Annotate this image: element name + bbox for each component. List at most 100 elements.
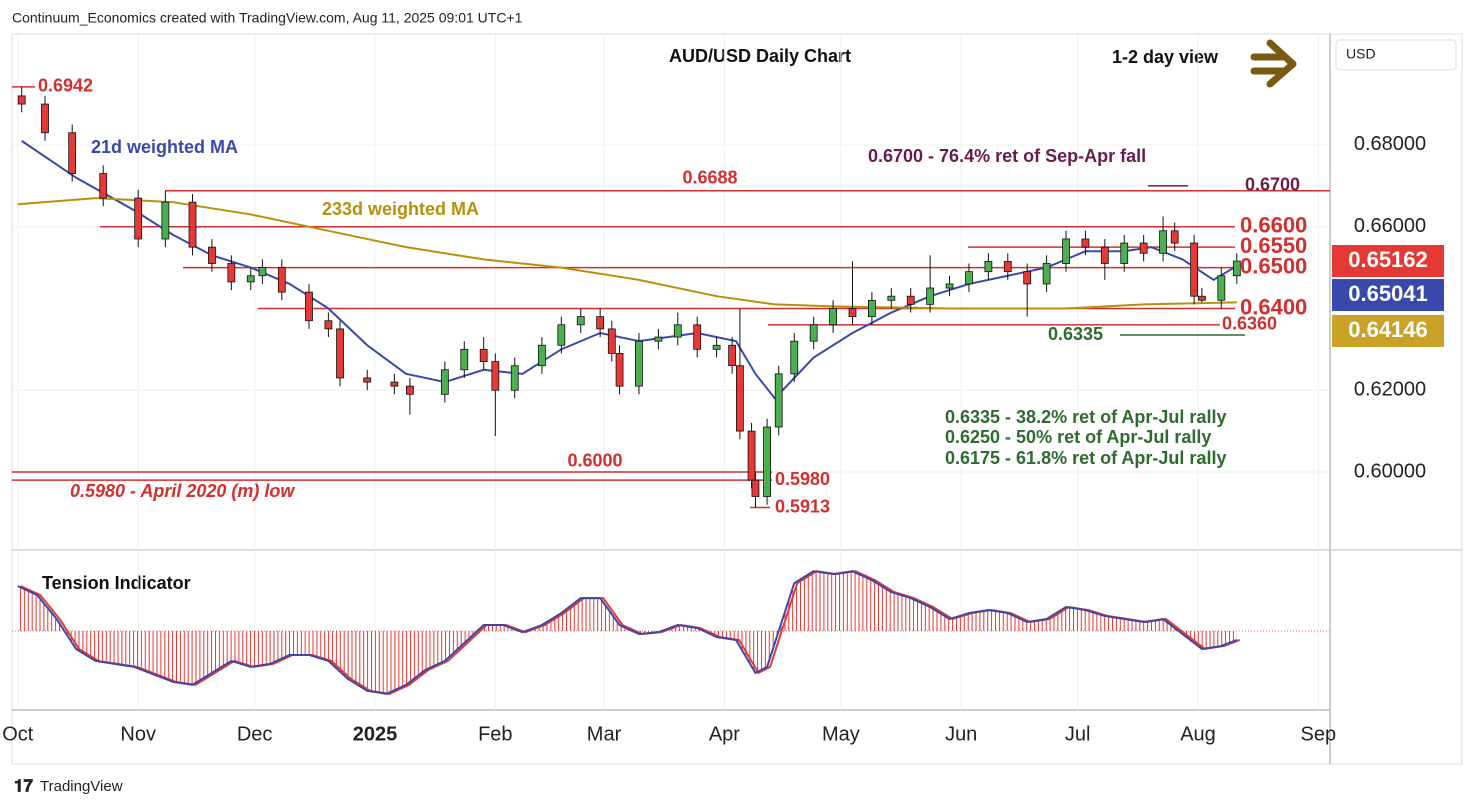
frame: [11, 33, 1463, 765]
level-label: 0.6000: [567, 451, 622, 471]
x-tick-label: Aug: [1180, 723, 1216, 745]
candle-body: [246, 275, 255, 283]
price-label-box: [1332, 245, 1444, 277]
candle-body: [887, 295, 896, 301]
candle-body: [324, 320, 333, 330]
series-label: 21d weighted MA: [91, 137, 238, 157]
x-tick-label: Feb: [478, 723, 512, 745]
candle-body: [460, 348, 469, 371]
candle-body: [790, 340, 799, 375]
x-tick-label: Nov: [120, 723, 156, 745]
candle-body: [390, 381, 399, 387]
candle-body: [188, 201, 197, 248]
candle-body: [161, 201, 170, 240]
candle-body: [1170, 230, 1179, 244]
candle-body: [829, 308, 837, 326]
candle-body: [208, 246, 216, 264]
candle-body: [134, 197, 143, 240]
candle-body: [1062, 238, 1070, 264]
candle-body: [336, 328, 344, 379]
candle-body: [227, 263, 236, 283]
candle-body: [763, 426, 771, 497]
currency: USD: [1346, 46, 1376, 62]
level-label: 0.6335: [1048, 324, 1103, 344]
candle-body: [728, 344, 737, 367]
level-label: 0.6500: [1240, 253, 1307, 278]
x-tick-label: Sep: [1301, 723, 1337, 745]
candle-body: [712, 344, 721, 350]
candle-body: [1217, 275, 1226, 301]
candle-body: [491, 361, 500, 391]
candle-body: [440, 369, 449, 395]
y-tick-label: 0.66000: [1354, 215, 1426, 237]
candle-body: [277, 267, 286, 293]
price-label-box: [1332, 279, 1444, 311]
y-tick-label: 0.60000: [1354, 460, 1426, 482]
candle-body: [774, 373, 783, 428]
x-tick-label: Oct: [2, 723, 34, 745]
candle-body: [615, 353, 624, 387]
candle-body: [906, 295, 915, 305]
candle-body: [305, 291, 313, 322]
candle-body: [99, 173, 108, 199]
indicator-histogram: [17, 571, 1237, 694]
x-tick-label: Jul: [1065, 723, 1091, 745]
indicator-line: [17, 570, 1238, 695]
level-label: 0.6400: [1240, 294, 1307, 319]
candle-body: [1100, 246, 1109, 264]
candle-body: [1190, 242, 1199, 297]
x-tick-label: Apr: [709, 723, 740, 745]
price-label: 0.64146: [1348, 317, 1428, 342]
candle-body: [965, 271, 973, 285]
annotation: 0.6700 - 76.4% ret of Sep-Apr fall: [868, 146, 1146, 166]
candle-body: [1003, 261, 1012, 273]
level-label: 0.6600: [1240, 213, 1307, 238]
currency-box: [1335, 39, 1457, 71]
candle-body: [945, 283, 954, 289]
series-label: 233d weighted MA: [322, 199, 479, 219]
candle-body: [1042, 263, 1051, 285]
price-label: 0.65041: [1348, 281, 1428, 306]
footer: TradingView: [40, 778, 123, 795]
candle-body: [809, 324, 818, 342]
annotation: 0.6250 - 50% ret of Apr-Jul rally: [945, 427, 1211, 447]
level-label: 0.6360: [1222, 314, 1277, 334]
x-tick-label: May: [822, 723, 860, 745]
candle-body: [68, 132, 77, 174]
price-label: 0.65162: [1348, 247, 1428, 272]
y-tick-label: 0.62000: [1354, 378, 1426, 400]
candle-body: [868, 299, 876, 318]
candle-body: [17, 95, 26, 105]
chart-title: AUD/USD Daily Chart: [669, 46, 851, 66]
candle-body: [1159, 230, 1167, 254]
candle-body: [479, 348, 488, 363]
candle-body: [607, 328, 616, 354]
candle-body: [654, 336, 663, 342]
direction-arrow: [1250, 39, 1297, 88]
candle-body: [41, 103, 49, 134]
chart-subtitle: 1-2 day view: [1112, 47, 1219, 67]
x-tick-label: Jun: [945, 723, 977, 745]
price-label-box: [1332, 315, 1444, 347]
header: Continuum_Economics created with Trading…: [12, 10, 523, 26]
x-tick-label: Mar: [587, 723, 622, 745]
candle-body: [926, 287, 935, 305]
footer-logo: 𝟏𝟕: [14, 776, 33, 795]
candle-body: [557, 324, 566, 346]
candle-body: [1023, 271, 1032, 285]
candle-body: [538, 344, 546, 367]
candle-body: [1197, 295, 1206, 301]
level-label: 0.5913: [775, 496, 830, 516]
y-tick-label: 0.68000: [1354, 133, 1426, 155]
candle-body: [1120, 242, 1129, 264]
candle-body: [1081, 238, 1090, 248]
x-tick-label: Dec: [237, 723, 273, 745]
candle-body: [747, 430, 756, 481]
annotation: 0.6175 - 61.8% ret of Apr-Jul rally: [945, 448, 1226, 468]
annotation: 0.6335 - 38.2% ret of Apr-Jul rally: [945, 407, 1226, 427]
level-label: 0.6942: [38, 76, 93, 96]
candle-body: [510, 365, 519, 391]
candle-body: [258, 267, 267, 277]
x-tick-label: 2025: [353, 723, 398, 745]
candle-body: [1232, 260, 1241, 277]
